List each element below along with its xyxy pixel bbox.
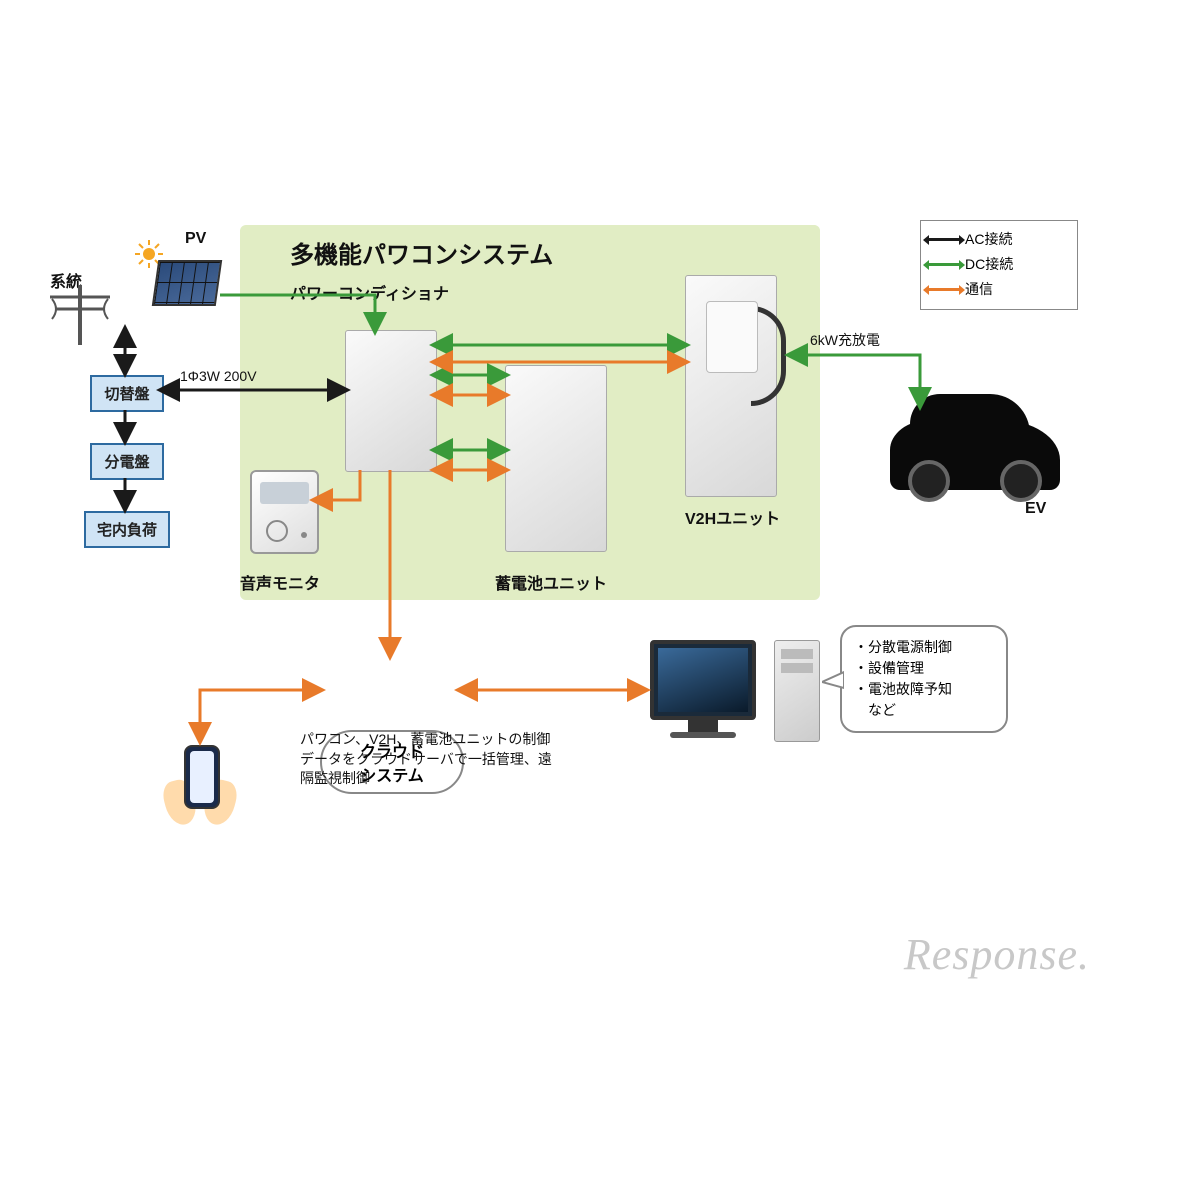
spec-label: 1Φ3W 200V [180,368,257,384]
conditioner-icon [345,330,437,472]
dist-box: 分電盤 [90,443,164,480]
ev-car-icon [890,420,1060,490]
v2h-label: V2Hユニット [685,505,780,529]
charge-label: 6kW充放電 [810,330,880,350]
watermark: Response. [904,929,1090,980]
legend-ac: AC接続 [929,227,1069,252]
battery-label: 蓄電池ユニット [495,570,607,594]
legend-ac-label: AC接続 [965,227,1012,252]
pc-icon [650,640,820,750]
legend-dc: DC接続 [929,252,1069,277]
v2h-icon [685,275,777,497]
load-box: 宅内負荷 [84,511,170,548]
battery-icon [505,365,607,552]
cloud-desc: パワコン、V2H、蓄電池ユニットの制御データをクラウドサーバで一括管理、遠隔監視… [300,730,560,789]
pc-bubble: ・分散電源制御 ・設備管理 ・電池故障予知 など [840,625,1008,733]
legend-dc-label: DC接続 [965,252,1013,277]
system-title: 多機能パワコンシステム [290,235,553,270]
pv-label: PV [185,230,206,248]
diagram-stage: 多機能パワコンシステム 系統 PV 切替盤 分電盤 宅内負荷 1Φ3W 200V… [90,180,1110,940]
smartphone-icon [165,745,235,825]
switch-box: 切替盤 [90,375,164,412]
ev-label: EV [1025,500,1046,518]
legend-comm: 通信 [929,277,1069,302]
legend-comm-label: 通信 [965,277,993,302]
monitor-label: 音声モニタ [240,570,320,594]
legend: AC接続 DC接続 通信 [920,220,1078,310]
conditioner-label: パワーコンディショナ [290,280,449,304]
bubble-tail-icon [822,670,844,690]
monitor-icon [250,470,319,554]
solar-panel-icon [152,260,222,306]
grid-pole-icon [40,285,120,345]
